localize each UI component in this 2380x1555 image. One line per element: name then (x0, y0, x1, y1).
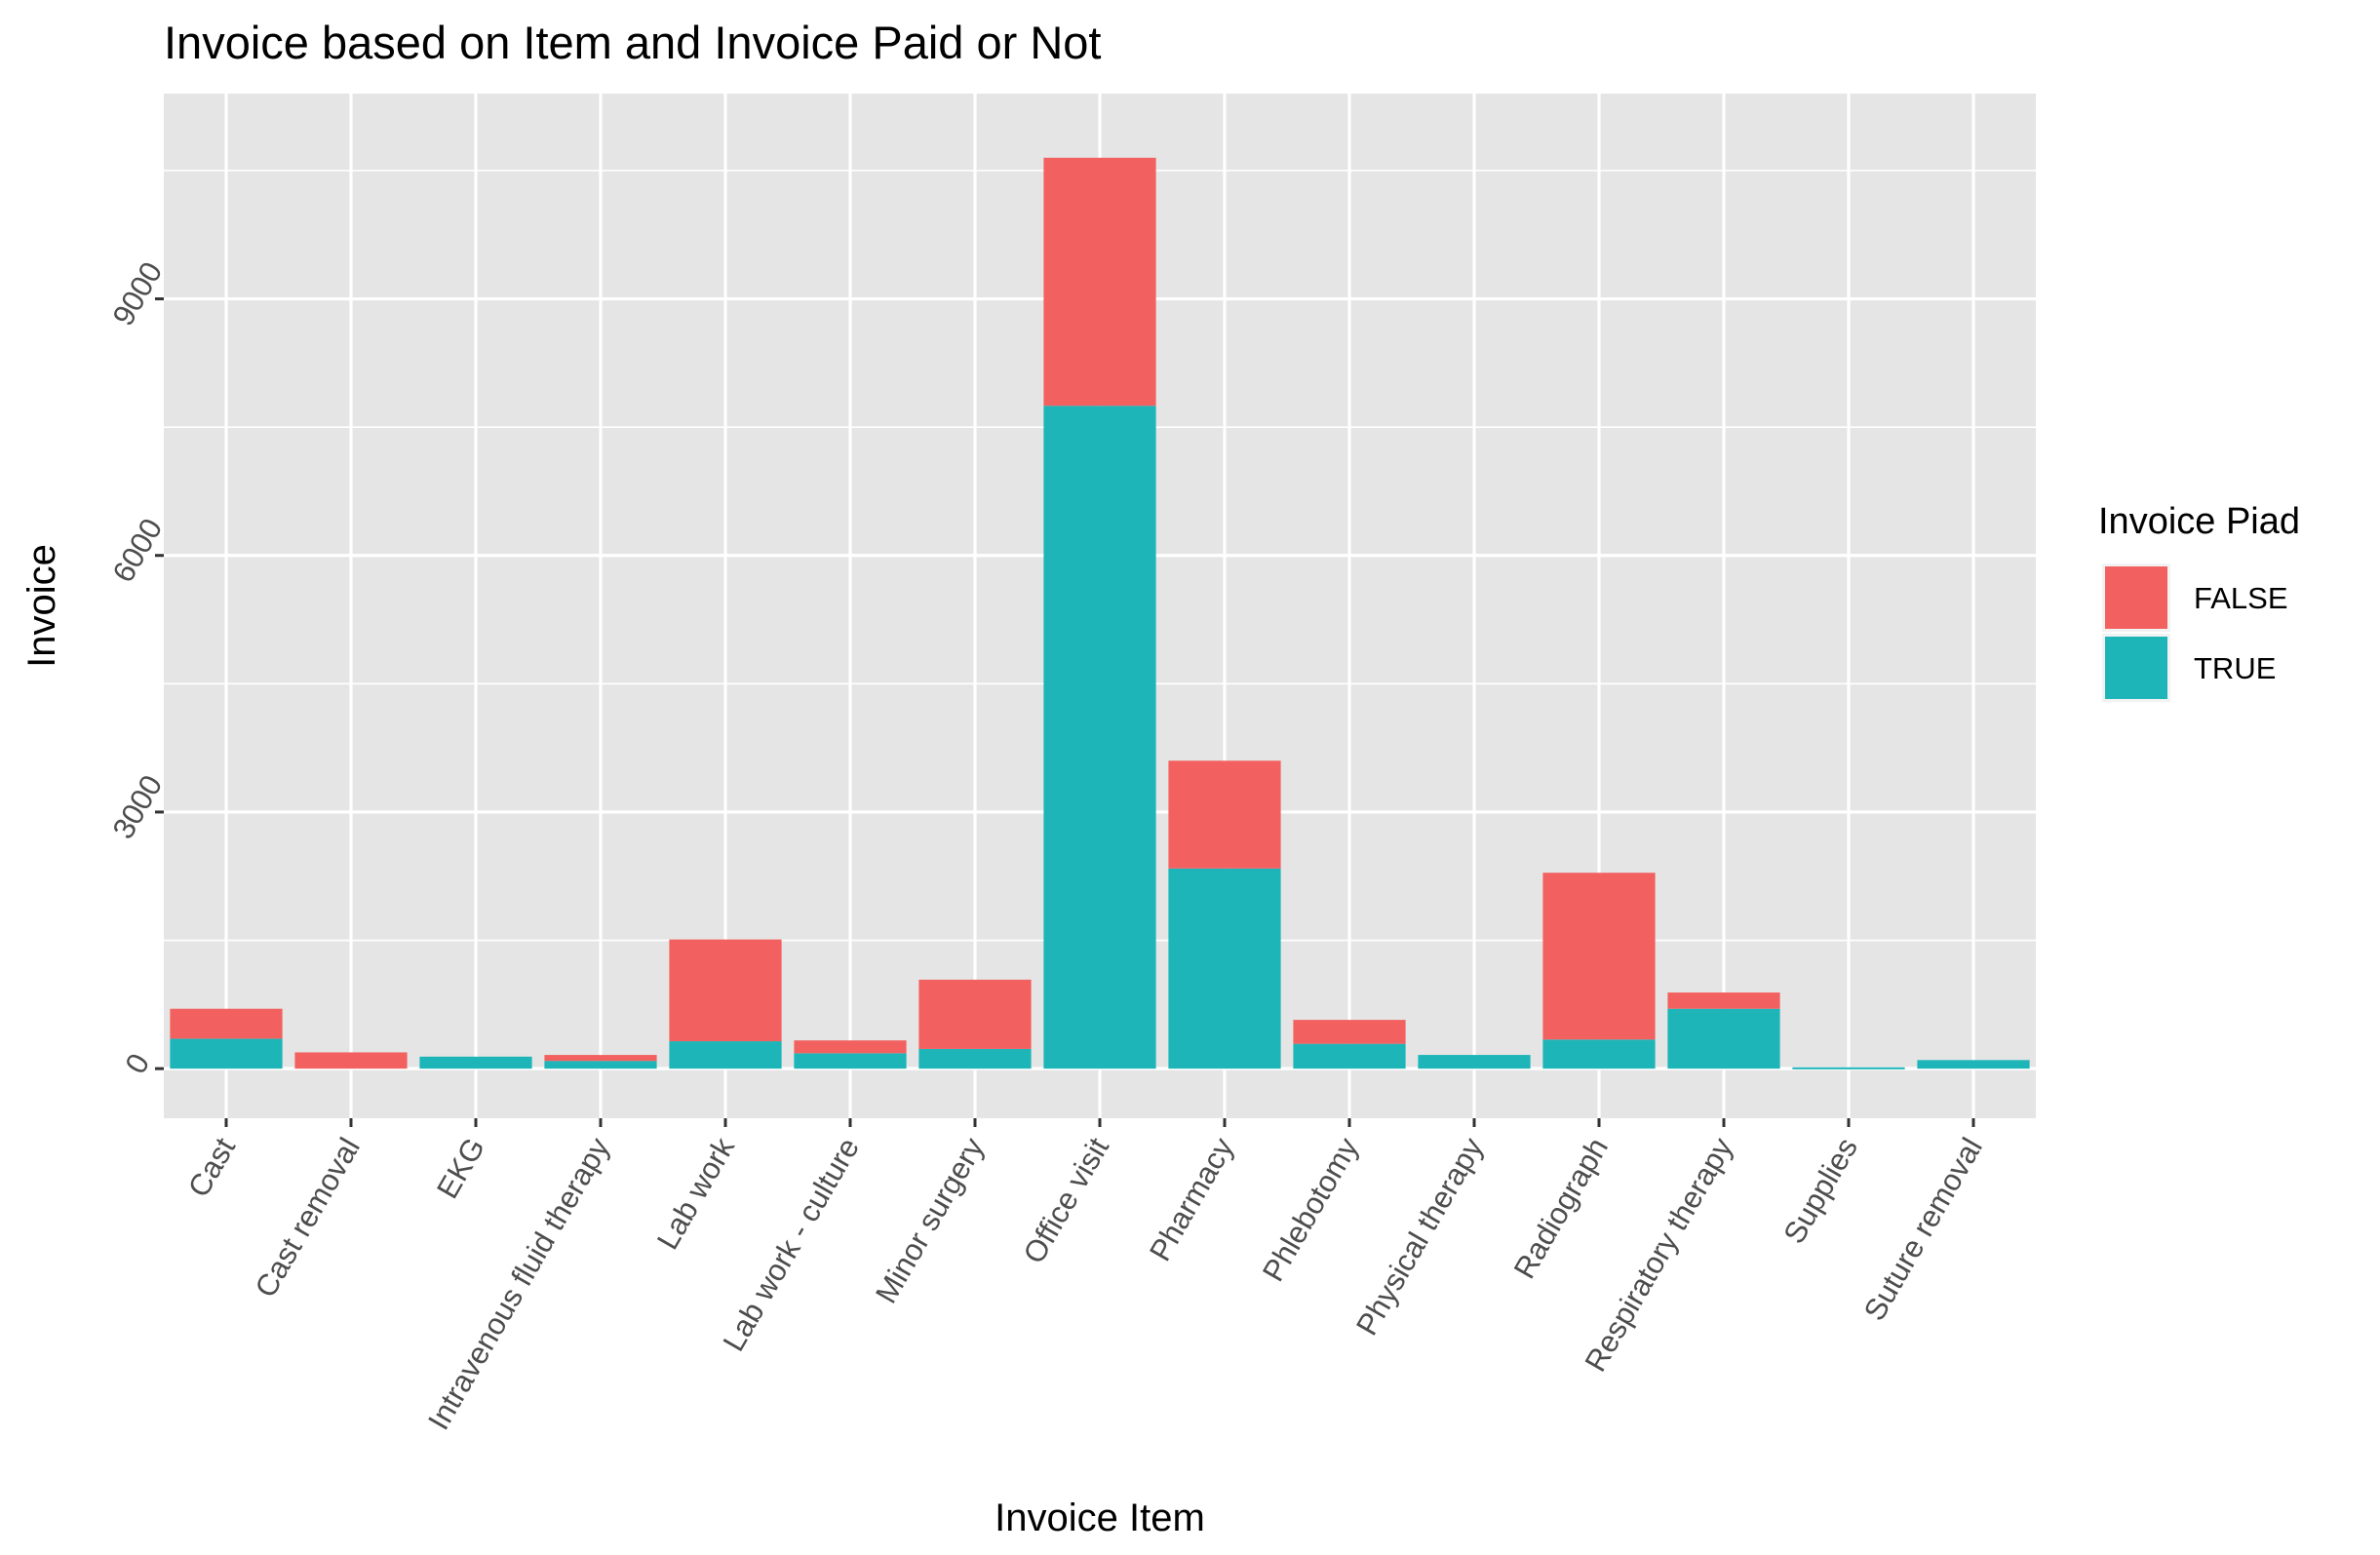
x-tick-label: Lab work - culture (717, 1132, 867, 1357)
bar (1043, 406, 1156, 1069)
legend-swatch-true (2105, 637, 2167, 699)
bar (1542, 1039, 1656, 1069)
x-tick-label: Cast removal (248, 1132, 367, 1303)
legend-title: Invoice Piad (2098, 501, 2300, 542)
bar (1917, 1060, 2030, 1069)
x-tick-label: Lab work (650, 1132, 741, 1256)
bar (918, 1048, 1032, 1069)
bar (918, 979, 1032, 1049)
series-true (170, 406, 2030, 1069)
y-tick-label: 0 (118, 1048, 156, 1079)
x-tick-label: Radiograph (1507, 1132, 1615, 1284)
x-tick-label: Physical therapy (1349, 1132, 1490, 1341)
y-axis: 0 3000 6000 9000 (106, 256, 170, 1079)
bar (1667, 992, 1780, 1009)
bar (170, 1008, 283, 1039)
x-tick-label: Phlebotomy (1256, 1132, 1365, 1288)
bar (794, 1040, 907, 1054)
y-tick-label: 9000 (106, 256, 170, 331)
chart-title: Invoice based on Item and Invoice Paid o… (164, 17, 1101, 68)
x-tick-label: Office visit (1017, 1132, 1116, 1269)
bar (794, 1053, 907, 1069)
x-tick-label: Minor surgery (869, 1132, 991, 1309)
x-tick-label: Suture removal (1857, 1132, 1989, 1327)
x-tick-label: EKG (430, 1132, 491, 1204)
y-tick-label: 6000 (106, 513, 170, 588)
bar (1667, 1008, 1780, 1069)
bar (544, 1061, 657, 1069)
bar (669, 1041, 782, 1069)
bar (1293, 1020, 1406, 1044)
y-tick-label: 3000 (106, 769, 170, 844)
bar (1293, 1043, 1406, 1069)
x-axis-title: Invoice Item (995, 1497, 1205, 1539)
y-axis-title: Invoice (20, 544, 63, 668)
bar (669, 939, 782, 1042)
series-false (170, 157, 1780, 1069)
bar-series-group (170, 157, 2030, 1069)
legend-label-true: TRUE (2194, 651, 2276, 685)
legend-label-false: FALSE (2194, 581, 2288, 615)
bar (1418, 1055, 1531, 1069)
x-tick-label: Pharmacy (1143, 1132, 1240, 1267)
legend: Invoice Piad FALSE TRUE (2098, 501, 2300, 702)
bar (170, 1038, 283, 1069)
x-tick-label: Supplies (1776, 1132, 1864, 1249)
bar (1542, 873, 1656, 1040)
bar (544, 1055, 657, 1062)
x-tick-label: Cast (181, 1132, 242, 1203)
bar (1043, 157, 1156, 407)
bar (1792, 1067, 1905, 1069)
bar (1168, 868, 1281, 1069)
legend-swatch-false (2105, 566, 2167, 629)
bar (294, 1052, 408, 1069)
bar (1168, 760, 1281, 869)
bar (419, 1056, 532, 1069)
